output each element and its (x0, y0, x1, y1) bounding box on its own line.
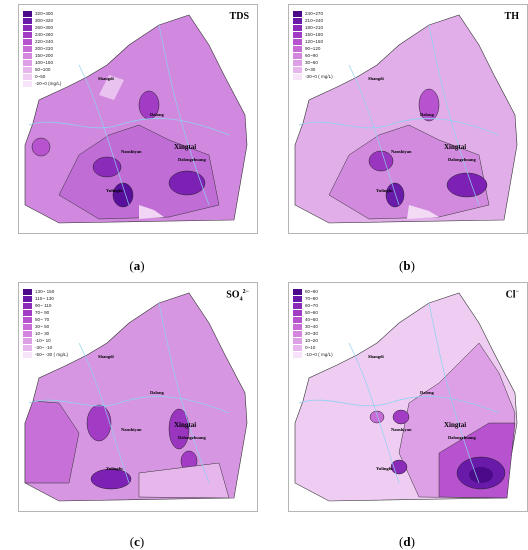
map-panel-so4: 130~ 150 110~ 130 90~ 110 70~ 90 50~ 70 … (18, 282, 258, 512)
caption-a: (a) (129, 258, 145, 273)
contour-map-tds (24, 14, 248, 224)
map-panel-th: 240~270 210~240 180~210 150~180 120~150 … (288, 4, 528, 234)
param-label-th: TH (504, 11, 519, 22)
map-panel-cl: 80~90 70~80 60~70 50~60 40~50 30~40 20~3… (288, 282, 528, 512)
caption-d: (d) (399, 534, 415, 549)
param-label-so4: SO42− (226, 289, 249, 303)
legend-th: 240~270 210~240 180~210 150~180 120~150 … (293, 10, 333, 80)
legend-cl: 80~90 70~80 60~70 50~60 40~50 30~40 20~3… (293, 288, 333, 358)
param-label-tds: TDS (229, 11, 249, 22)
contour-map-th (294, 14, 518, 224)
contour-map-so4 (24, 292, 248, 502)
legend-so4: 130~ 150 110~ 130 90~ 110 70~ 90 50~ 70 … (23, 288, 68, 358)
caption-c: (c) (129, 534, 145, 549)
legend-tds: 320~400 300~320 260~300 240~260 220~240 … (23, 10, 61, 87)
contour-map-cl (294, 292, 518, 502)
map-panel-tds: 320~400 300~320 260~300 240~260 220~240 … (18, 4, 258, 234)
caption-b: (b) (399, 258, 415, 273)
param-label-cl: Cl− (505, 289, 519, 301)
